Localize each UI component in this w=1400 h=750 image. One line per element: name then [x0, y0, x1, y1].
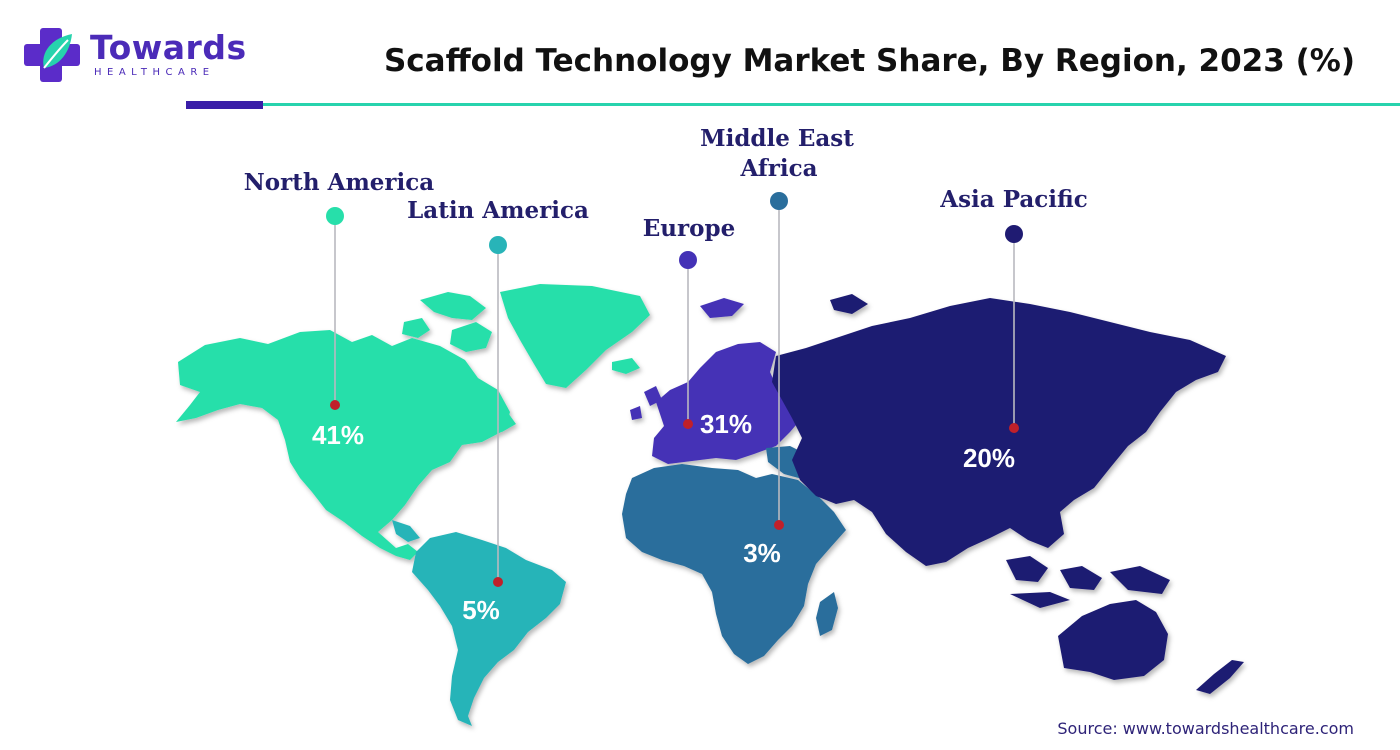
marker-latin-america: [493, 577, 503, 587]
value-label-latin-america: 5%: [462, 595, 500, 625]
chart-title: Scaffold Technology Market Share, By Reg…: [383, 43, 1355, 79]
region-label-europe: Europe: [643, 215, 735, 242]
label-dot-middle-east-africa: [770, 192, 788, 210]
brand-logo: Towards HEALTHCARE: [22, 26, 252, 86]
header-rule-accent: [186, 101, 263, 109]
value-label-europe: 31%: [700, 409, 752, 439]
leader-lines: [334, 201, 1015, 582]
header-rule: [263, 103, 1400, 106]
region-label-asia-pacific: Asia Pacific: [939, 186, 1088, 213]
brand-name: Towards: [90, 28, 247, 67]
region-label-north-america: North America: [244, 169, 435, 196]
marker-asia-pacific: [1009, 423, 1019, 433]
region-latin-america-shape: [392, 520, 566, 726]
marker-middle-east-africa: [774, 520, 784, 530]
label-dot-europe: [679, 251, 697, 269]
region-label-latin-america: Latin America: [407, 197, 589, 224]
region-europe-shape: [630, 298, 802, 464]
brand-tagline: HEALTHCARE: [94, 67, 215, 78]
label-dot-latin-america: [489, 236, 507, 254]
region-north-america-shape: [176, 284, 650, 560]
value-label-asia-pacific: 20%: [963, 443, 1015, 473]
value-label-middle-east-africa: 3%: [743, 538, 781, 568]
label-dot-asia-pacific: [1005, 225, 1023, 243]
logo-cross-icon: [24, 28, 80, 82]
marker-north-america: [330, 400, 340, 410]
region-label-middle-east-africa-line2: Africa: [739, 155, 817, 182]
source-note: Source: www.towardshealthcare.com: [1057, 719, 1354, 738]
label-dot-north-america: [326, 207, 344, 225]
region-asia-pacific-shape: [772, 294, 1244, 694]
region-label-middle-east-africa-line1: Middle East: [700, 125, 854, 152]
marker-europe: [683, 419, 693, 429]
value-label-north-america: 41%: [312, 420, 364, 450]
